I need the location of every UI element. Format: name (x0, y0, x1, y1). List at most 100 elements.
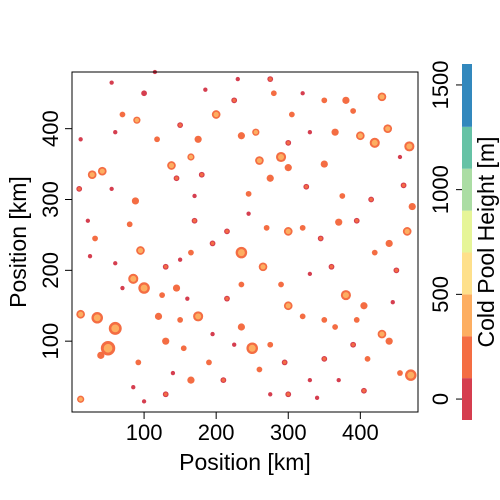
y-tick-label: 400 (38, 110, 63, 147)
cold-pool-core (272, 91, 276, 95)
cold-pool-core (178, 123, 182, 127)
cold-pool-core (264, 226, 269, 230)
colorbar-title: Cold Pool Height [m] (473, 137, 499, 348)
colorbar-tick-label: 1500 (428, 60, 453, 109)
cold-pool-core (351, 342, 355, 347)
cold-pool-core (200, 172, 204, 177)
cold-pool-core (93, 236, 97, 241)
cold-pool-core (290, 112, 294, 117)
cold-pool-core (286, 165, 291, 170)
cold-pool-core (357, 133, 363, 139)
y-tick-label: 100 (38, 323, 63, 360)
cold-pool-core (343, 98, 349, 103)
cold-pool (113, 261, 118, 266)
colorbar-segment (462, 294, 472, 337)
cold-pool-core (77, 187, 81, 191)
cold-pool (109, 80, 114, 85)
cold-pool-core (195, 313, 202, 320)
cold-pool-core (239, 282, 244, 287)
cold-pool-core (387, 241, 392, 246)
cold-pool (131, 385, 136, 390)
cold-pool-core (136, 360, 141, 365)
cold-pool-core (268, 77, 272, 81)
cold-pool-core (333, 325, 337, 329)
cold-pool-core (361, 303, 367, 308)
cold-pool (235, 76, 240, 82)
cold-pool-core (103, 343, 113, 353)
cold-pool-core (140, 284, 148, 292)
cold-pool-core (268, 176, 273, 181)
cold-pool-core (329, 265, 334, 269)
cold-pool (246, 211, 251, 216)
colorbar-segment (462, 168, 472, 211)
cold-pool-core (304, 185, 309, 189)
colorbar-segment (462, 336, 472, 379)
cold-pool-core (379, 94, 385, 100)
cold-pool-core (248, 344, 256, 352)
cold-pool-core (134, 118, 140, 123)
cold-pool-core (188, 377, 194, 383)
cold-pool-core (401, 183, 406, 188)
cold-pool (307, 271, 313, 277)
cold-pool-core (210, 241, 215, 246)
cold-pool-core (232, 98, 236, 103)
cold-pool (141, 90, 147, 97)
cold-pool-core (285, 303, 291, 309)
cold-pool (390, 300, 395, 305)
cold-pool-core (192, 219, 197, 223)
x-tick-label: 400 (342, 420, 379, 445)
cold-pool (120, 285, 125, 291)
cold-pool-core (178, 318, 182, 322)
cold-pool-core (279, 282, 283, 287)
cold-pool-core (188, 154, 194, 160)
cold-pool (314, 395, 320, 400)
cold-pool-core (93, 314, 101, 322)
cold-pool-core (387, 339, 392, 344)
cold-pool (87, 254, 93, 259)
cold-pool-core (78, 397, 83, 402)
cold-pool-core (340, 194, 345, 198)
cold-pool-core (160, 293, 164, 297)
cold-pool (232, 342, 237, 347)
cold-pool (300, 91, 305, 96)
cold-pool-core (286, 392, 290, 397)
cold-pool-core (78, 311, 84, 317)
y-axis: 100 200 300 400 (38, 110, 72, 360)
cold-pool (185, 296, 190, 301)
cold-pool (210, 331, 215, 337)
cold-pool-core (174, 285, 179, 291)
cold-pool-core (195, 137, 201, 142)
cold-pool-core (282, 360, 287, 365)
cold-pool (78, 137, 83, 142)
cold-pool-core (253, 130, 258, 135)
cold-pool-core (89, 172, 95, 178)
cold-pool-core (322, 318, 327, 322)
cold-pool-core (168, 162, 175, 169)
y-axis-title: Position [km] (5, 176, 31, 308)
cold-pool-core (285, 228, 291, 234)
cold-pool-core (237, 249, 245, 257)
cold-pool-core (221, 378, 226, 382)
cold-pool-core (120, 112, 125, 117)
cold-pool-core (133, 198, 138, 204)
cold-pool-core (410, 204, 415, 209)
cold-pool-core (385, 126, 391, 132)
cold-pool-core (137, 247, 144, 254)
cold-pool-core (318, 236, 323, 241)
cold-pool (268, 392, 273, 397)
cold-pool-core (278, 153, 285, 161)
cold-pool (336, 377, 341, 383)
colorbar-segment (462, 210, 472, 253)
cold-pool-core (181, 346, 186, 350)
x-tick-label: 200 (198, 420, 235, 445)
cold-pool-core (351, 109, 355, 113)
cold-pool-core (406, 143, 413, 150)
cold-pool-core (407, 371, 415, 379)
cold-pool-core (398, 371, 402, 375)
cold-pool-core (130, 275, 137, 282)
y-tick-label: 200 (38, 252, 63, 289)
cold-pool (192, 193, 197, 199)
colorbar (462, 64, 472, 420)
cold-pool-field (76, 69, 417, 404)
